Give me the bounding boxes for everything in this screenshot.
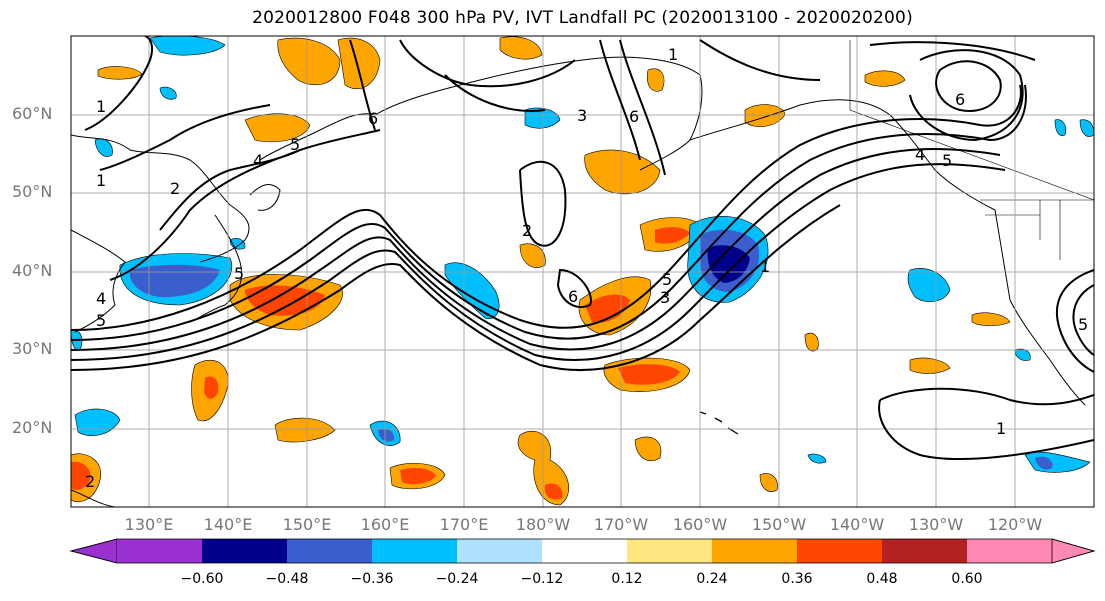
contour-label: 1 bbox=[760, 257, 770, 276]
contour-label: 6 bbox=[368, 109, 378, 128]
map-panel: 1 1 2 4 5 5 6 3 2 6 5 3 1 5 6 4 5 1 5 1 … bbox=[71, 36, 1094, 507]
colorbar-tick-label: 0.24 bbox=[696, 571, 728, 587]
gridlines bbox=[71, 36, 1094, 507]
longitude-label: 140°W bbox=[829, 515, 885, 534]
contour-labels: 1 1 2 4 5 5 6 3 2 6 5 3 1 5 6 4 5 1 5 1 … bbox=[85, 45, 1088, 491]
coastlines bbox=[71, 40, 1094, 507]
contour-label: 6 bbox=[955, 90, 965, 109]
contour-label: 2 bbox=[170, 179, 180, 198]
contour-label: 6 bbox=[568, 287, 578, 306]
latitude-label: 60°N bbox=[12, 104, 53, 123]
longitude-label: 150°W bbox=[751, 515, 807, 534]
colorbar-tick-label: −0.24 bbox=[435, 571, 479, 587]
colorbar-tick-label: 0.60 bbox=[951, 571, 983, 587]
ivt-contours bbox=[71, 36, 1094, 461]
map-frame bbox=[70, 35, 1095, 508]
latitude-label: 20°N bbox=[12, 418, 53, 437]
contour-label: 1 bbox=[96, 97, 106, 116]
longitude-label: 170°E bbox=[439, 515, 489, 534]
latitude-label: 30°N bbox=[12, 339, 53, 358]
longitude-label: 120°W bbox=[987, 515, 1043, 534]
contour-label: 5 bbox=[96, 311, 106, 330]
contour-label: 5 bbox=[1078, 315, 1088, 334]
contour-label: 3 bbox=[660, 288, 670, 307]
contour-label: 2 bbox=[85, 472, 95, 491]
contour-label: 5 bbox=[290, 135, 300, 154]
longitude-label: 160°E bbox=[360, 515, 410, 534]
pv-shading bbox=[71, 36, 1094, 506]
contour-label: 6 bbox=[629, 107, 639, 126]
contour-label: 4 bbox=[915, 145, 925, 164]
longitude-label: 150°E bbox=[282, 515, 332, 534]
longitude-label: 180°W bbox=[515, 515, 571, 534]
contour-label: 1 bbox=[668, 45, 678, 64]
colorbar-tick-label: −0.60 bbox=[180, 571, 224, 587]
colorbar-tick-label: 0.36 bbox=[781, 571, 813, 587]
longitude-label: 160°W bbox=[672, 515, 728, 534]
contour-label: 5 bbox=[942, 151, 952, 170]
colorbar-tick-label: 0.48 bbox=[866, 571, 898, 587]
colorbar-tick-label: −0.48 bbox=[265, 571, 309, 587]
latitude-label: 50°N bbox=[12, 182, 53, 201]
colorbar bbox=[69, 538, 1096, 564]
longitude-label: 140°E bbox=[203, 515, 253, 534]
latitude-label: 40°N bbox=[12, 261, 53, 280]
contour-label: 1 bbox=[996, 419, 1006, 438]
contour-label: 5 bbox=[662, 270, 672, 289]
contour-label: 3 bbox=[577, 106, 587, 125]
colorbar-tick-label: −0.36 bbox=[350, 571, 394, 587]
colorbar-tick-label: −0.12 bbox=[520, 571, 564, 587]
contour-label: 5 bbox=[234, 264, 244, 283]
contour-label: 4 bbox=[96, 289, 106, 308]
colorbar-tick-label: 0.12 bbox=[611, 571, 643, 587]
longitude-label: 130°W bbox=[908, 515, 964, 534]
longitude-label: 130°E bbox=[124, 515, 174, 534]
contour-label: 2 bbox=[522, 221, 532, 240]
contour-label: 1 bbox=[96, 171, 106, 190]
contour-label: 4 bbox=[253, 151, 263, 170]
map-title: 2020012800 F048 300 hPa PV, IVT Landfall… bbox=[252, 8, 913, 28]
longitude-label: 170°W bbox=[593, 515, 649, 534]
